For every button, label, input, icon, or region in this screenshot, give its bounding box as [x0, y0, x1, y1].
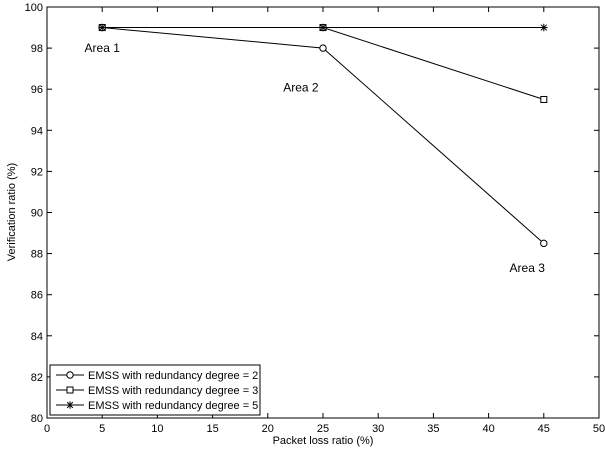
point-marker-star — [319, 23, 327, 32]
annotation-area-3: Area 3 — [510, 261, 546, 275]
point-marker-square — [66, 386, 74, 394]
point-marker-star — [540, 23, 548, 32]
x-tick-label: 45 — [538, 423, 550, 435]
series-2 — [98, 24, 548, 103]
series-line — [102, 27, 545, 244]
legend-entry: EMSS with redundancy degree = 3 — [56, 385, 258, 397]
point-marker-star — [98, 23, 106, 32]
y-tick-label: 100 — [25, 2, 43, 14]
x-tick-label: 5 — [99, 423, 105, 435]
x-tick-label: 0 — [44, 423, 50, 435]
x-tick-label: 15 — [206, 423, 218, 435]
legend-label: EMSS with redundancy degree = 5 — [88, 400, 258, 412]
point-marker-circle — [319, 44, 327, 52]
x-tick-label: 25 — [317, 423, 329, 435]
point-marker-square — [540, 95, 548, 103]
y-tick-label: 96 — [31, 84, 43, 96]
x-tick-label: 35 — [427, 423, 439, 435]
x-tick-label: 10 — [151, 423, 163, 435]
series-3 — [98, 23, 548, 32]
point-marker-circle — [540, 239, 548, 248]
y-tick-label: 82 — [31, 372, 43, 384]
x-tick-label: 20 — [262, 423, 274, 435]
y-tick-label: 88 — [31, 249, 43, 261]
x-tick-label: 30 — [372, 423, 384, 435]
y-tick-label: 98 — [31, 43, 43, 55]
legend-entry: EMSS with redundancy degree = 2 — [56, 370, 258, 382]
point-marker-circle — [66, 371, 74, 379]
y-tick-label: 80 — [31, 413, 43, 425]
y-tick-label: 84 — [31, 331, 43, 343]
annotation-area-2: Area 2 — [283, 80, 319, 94]
x-axis-title: Packet loss ratio (%) — [273, 435, 374, 447]
y-tick-label: 94 — [31, 125, 43, 137]
plot-frame — [46, 6, 600, 419]
y-tick-label: 92 — [31, 166, 43, 178]
point-marker-star — [66, 401, 74, 409]
series-1 — [98, 23, 548, 248]
y-tick-label: 90 — [31, 208, 43, 220]
legend-box — [49, 364, 261, 416]
annotation-area-1: Area 1 — [85, 41, 121, 55]
legend: EMSS with redundancy degree = 2 EMSS with… — [49, 364, 261, 416]
x-tick-label: 40 — [482, 423, 494, 435]
x-tick-label: 50 — [593, 423, 605, 435]
series-line — [102, 27, 544, 100]
legend-entry: EMSS with redundancy degree = 5 — [56, 400, 258, 412]
legend-label: EMSS with redundancy degree = 2 — [88, 370, 258, 382]
y-axis-title: Verification ratio (%) — [6, 163, 18, 261]
legend-label: EMSS with redundancy degree = 3 — [88, 385, 258, 397]
y-tick-label: 86 — [31, 290, 43, 302]
